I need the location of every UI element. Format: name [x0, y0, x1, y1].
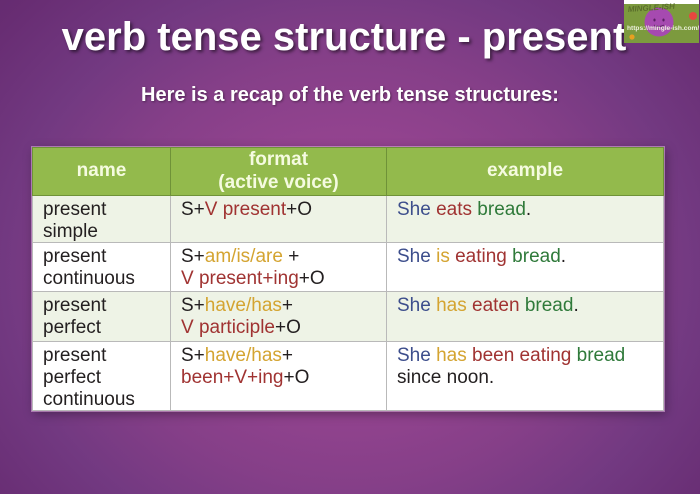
svg-text:https://mingle-ish.com/: https://mingle-ish.com/ [627, 25, 699, 32]
